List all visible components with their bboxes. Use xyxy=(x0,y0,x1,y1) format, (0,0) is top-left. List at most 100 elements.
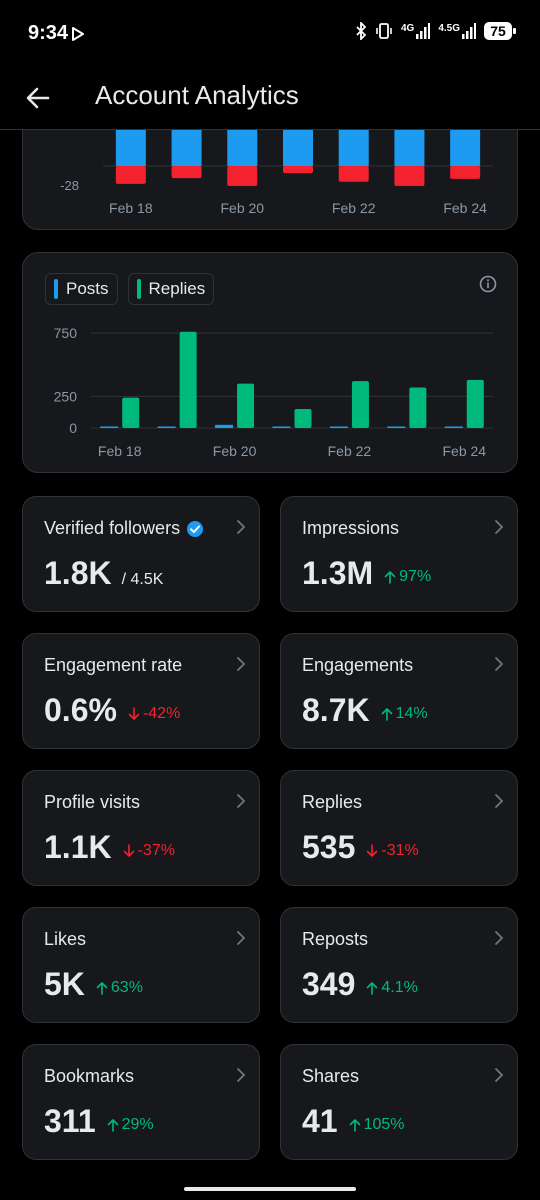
signal-4g: 4G xyxy=(401,23,431,39)
chevron-right-icon xyxy=(237,931,246,945)
arrow-up-icon xyxy=(381,708,392,721)
metric-value-row: 311 29% xyxy=(44,1103,154,1140)
metric-tile-engagement-rate[interactable]: Engagement rate 0.6% -42% xyxy=(22,633,260,749)
metric-tile-profile-visits[interactable]: Profile visits 1.1K -37% xyxy=(22,770,260,886)
verified-badge-icon xyxy=(187,520,204,537)
metric-tile-verified-followers[interactable]: Verified followers 1.8K / 4.5K xyxy=(22,496,260,612)
posts-swatch xyxy=(54,279,58,299)
positive-bar xyxy=(450,126,481,166)
positive-bar xyxy=(115,129,146,166)
chevron-right-icon xyxy=(237,794,246,808)
signal-icon xyxy=(462,23,476,39)
metric-change-value: 4.1% xyxy=(381,979,418,996)
metric-label-text: Engagement rate xyxy=(44,655,183,675)
arrow-down-icon xyxy=(128,707,140,720)
metric-value-row: 5K 63% xyxy=(44,966,143,1003)
positive-bar xyxy=(338,126,369,166)
metric-change: -31% xyxy=(365,842,419,860)
signal-icon xyxy=(416,23,431,39)
arrow-down-icon xyxy=(123,844,134,857)
x-tick-label: Feb 18 xyxy=(98,443,142,459)
arrow-up-icon xyxy=(384,571,396,584)
metric-tile-replies[interactable]: Replies 535 -31% xyxy=(280,770,518,886)
metric-label-text: Reposts xyxy=(302,929,369,949)
page-title: Account Analytics xyxy=(95,80,299,110)
metric-value-row: 535 -31% xyxy=(302,829,419,866)
vibrate-icon xyxy=(376,23,392,39)
replies-bar xyxy=(351,381,369,428)
legend-replies[interactable]: Replies xyxy=(127,273,215,305)
metric-sub: / 4.5K xyxy=(121,571,164,588)
metric-value-row: 1.8K / 4.5K xyxy=(44,555,163,592)
metric-label-text: Bookmarks xyxy=(44,1066,135,1086)
metric-label: Profile visits xyxy=(44,792,140,813)
x-tick-label: Feb 18 xyxy=(109,200,153,216)
metric-change-value: -37% xyxy=(137,842,175,859)
posts-bar xyxy=(444,426,463,428)
metric-change: 63% xyxy=(95,979,143,997)
metric-label-text: Verified followers xyxy=(44,518,181,538)
status-time: 9:34 xyxy=(28,22,69,44)
metric-value: 1.8K xyxy=(44,555,112,591)
back-button[interactable] xyxy=(20,80,56,116)
arrow-up-icon xyxy=(96,982,108,995)
x-tick-label: Feb 22 xyxy=(328,443,372,459)
metric-label: Verified followers xyxy=(44,518,204,539)
posts-bar xyxy=(387,426,406,428)
arrow-up-icon xyxy=(349,1119,360,1132)
home-indicator[interactable] xyxy=(184,1187,356,1191)
battery-icon: 75 xyxy=(484,22,516,40)
legend-posts[interactable]: Posts xyxy=(45,273,118,305)
replies-bar xyxy=(294,409,312,428)
bluetooth-icon xyxy=(356,22,367,40)
positive-bar xyxy=(227,126,258,166)
replies-bar xyxy=(237,383,255,428)
metric-value-row: 1.1K -37% xyxy=(44,829,175,866)
negative-bar xyxy=(227,166,258,186)
negative-bar xyxy=(450,166,481,179)
metric-change: 4.1% xyxy=(365,979,418,997)
positive-bar xyxy=(394,127,425,166)
metric-value: 8.7K xyxy=(302,692,370,728)
arrow-up-icon xyxy=(367,982,378,995)
metric-tile-impressions[interactable]: Impressions 1.3M 97% xyxy=(280,496,518,612)
chart-legend: Posts Replies xyxy=(45,273,215,305)
replies-bar xyxy=(466,379,484,428)
arrow-up-icon xyxy=(107,1119,118,1132)
metric-tile-likes[interactable]: Likes 5K 63% xyxy=(22,907,260,1023)
chevron-right-icon xyxy=(495,657,504,671)
metric-change: -37% xyxy=(122,842,175,860)
replies-bar xyxy=(122,397,140,428)
posts-bar xyxy=(157,426,176,428)
metric-value: 5K xyxy=(44,966,85,1002)
metric-change-value: 97% xyxy=(399,568,432,585)
chevron-right-icon xyxy=(495,931,504,945)
metric-change-value: -31% xyxy=(381,842,419,859)
metric-label: Impressions xyxy=(302,518,399,539)
metric-tile-shares[interactable]: Shares 41 105% xyxy=(280,1044,518,1160)
metric-change-value: 63% xyxy=(110,979,143,996)
metric-tile-engagements[interactable]: Engagements 8.7K 14% xyxy=(280,633,518,749)
arrow-down-icon xyxy=(367,844,378,857)
metric-label-text: Shares xyxy=(302,1066,360,1086)
metric-value-row: 349 4.1% xyxy=(302,966,418,1003)
x-tick-label: Feb 20 xyxy=(213,443,257,459)
x-tick-label: Feb 20 xyxy=(220,200,264,216)
info-icon[interactable] xyxy=(479,275,497,293)
metric-tile-reposts[interactable]: Reposts 349 4.1% xyxy=(280,907,518,1023)
app-header: Account Analytics xyxy=(0,70,540,130)
negative-bar xyxy=(283,166,313,174)
metric-change: -42% xyxy=(127,705,180,723)
metric-change: 105% xyxy=(348,1116,405,1134)
chevron-right-icon xyxy=(237,1068,246,1082)
metric-value: 1.3M xyxy=(302,555,374,591)
metric-label: Engagement rate xyxy=(44,655,182,676)
y-tick-label: -28 xyxy=(60,178,79,193)
metric-change: 14% xyxy=(380,705,428,723)
negative-bar xyxy=(171,166,202,179)
posts-replies-chart: 750 250 0 Feb 18 Feb 20 Feb 22 Feb 24 xyxy=(54,325,493,459)
metric-label: Likes xyxy=(44,929,86,950)
metric-tile-bookmarks[interactable]: Bookmarks 311 29% xyxy=(22,1044,260,1160)
arrow-left-icon xyxy=(26,87,50,109)
metric-label-text: Engagements xyxy=(302,655,414,675)
